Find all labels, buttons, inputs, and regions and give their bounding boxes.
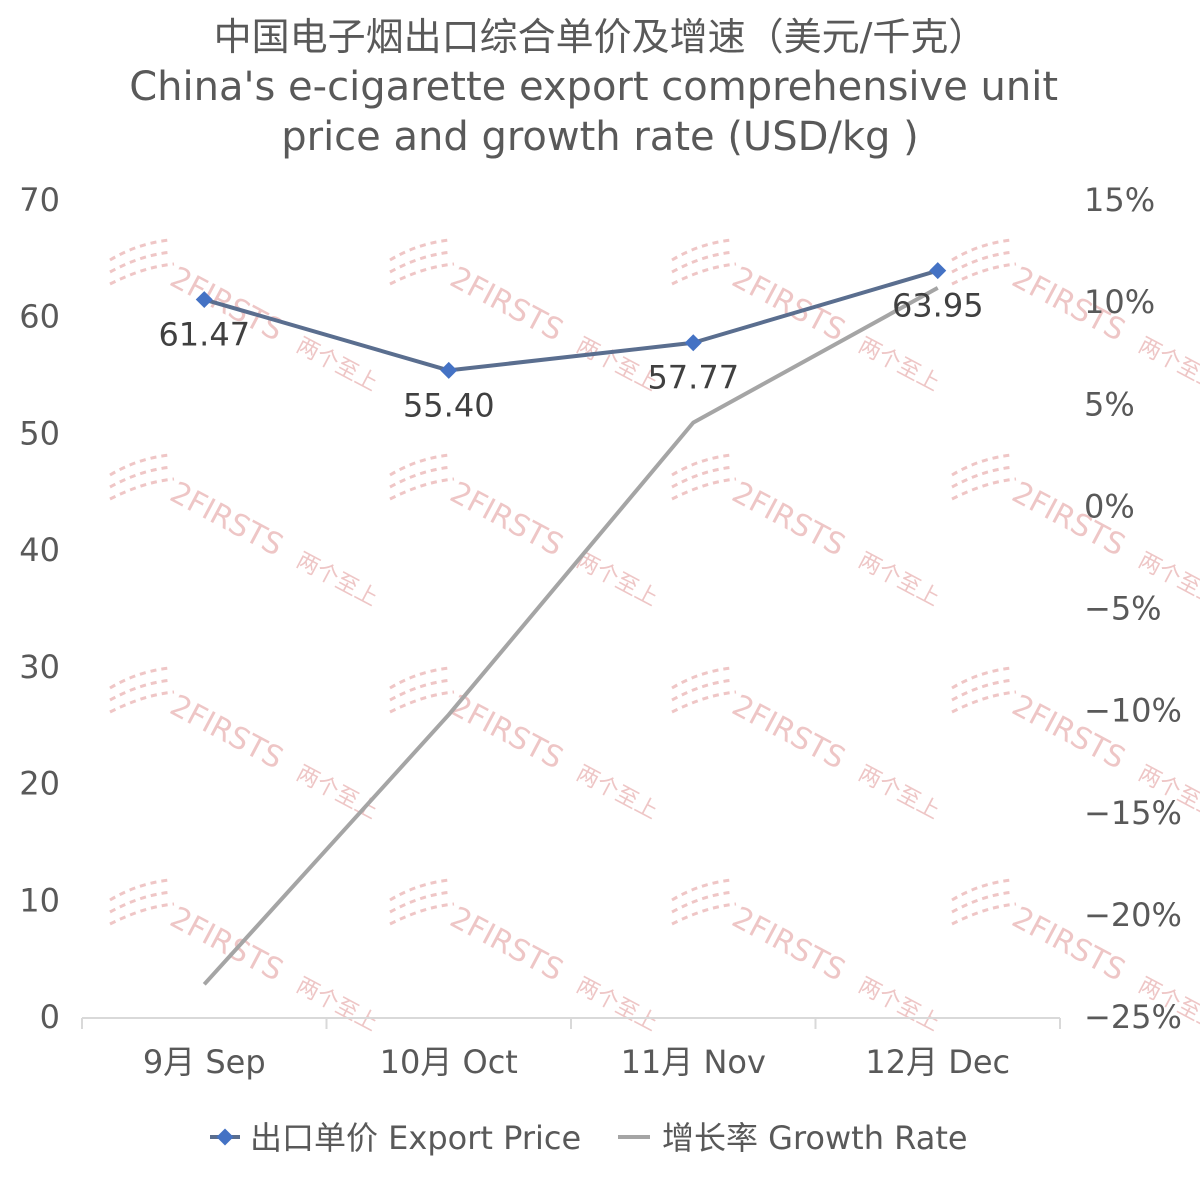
- series-line-growth-rate: [202, 286, 939, 986]
- y-right-tick-label: 10%: [1084, 283, 1155, 321]
- watermark-subtext: 两个至上: [572, 548, 661, 611]
- y-left-tick-label: 70: [19, 181, 60, 219]
- x-tick-label: 10月 Oct: [380, 1043, 518, 1081]
- y-left-tick-label: 60: [19, 298, 60, 336]
- y-left-tick-label: 50: [19, 414, 60, 452]
- watermark-logo-icon: [388, 238, 456, 286]
- watermark-logo-icon: [950, 878, 1018, 926]
- watermark-logo-icon: [670, 238, 738, 286]
- watermark-subtext: 两个至上: [292, 761, 381, 824]
- watermark-subtext: 两个至上: [1134, 333, 1200, 396]
- chart-subtitle: China's e-cigarette export comprehensive…: [129, 64, 1071, 160]
- y-axis-right: −25% −20% −15% −10% −5% 0% 5% 10% 15%: [1084, 181, 1182, 1036]
- watermark-text: 2FIRSTS: [444, 260, 569, 348]
- watermark-logo-icon: [108, 666, 176, 714]
- legend-label-export-price: 出口单价 Export Price: [250, 1119, 581, 1157]
- watermark-subtext: 两个至上: [292, 973, 381, 1036]
- watermark-text: 2FIRSTS: [444, 688, 569, 776]
- x-tick-label: 9月 Sep: [143, 1043, 266, 1081]
- y-right-tick-label: −10%: [1084, 692, 1182, 730]
- watermark-text: 2FIRSTS: [444, 900, 569, 988]
- watermark-logo-icon: [108, 238, 176, 286]
- watermark-logo-icon: [670, 666, 738, 714]
- data-point-export-price: [440, 361, 458, 379]
- y-axis-left: 0 10 20 30 40 50 60 70: [19, 181, 60, 1036]
- data-point-export-price: [929, 262, 947, 280]
- watermark-logo-icon: [388, 666, 456, 714]
- watermark-text: 2FIRSTS: [726, 475, 851, 563]
- y-right-tick-label: 0%: [1084, 487, 1135, 525]
- watermark-logo-icon: [388, 453, 456, 501]
- watermark-text: 2FIRSTS: [164, 475, 289, 563]
- legend-label-growth-rate: 增长率 Growth Rate: [662, 1119, 968, 1157]
- legend-item-export-price: 出口单价 Export Price: [210, 1119, 581, 1157]
- watermark-text: 2FIRSTS: [444, 475, 569, 563]
- watermark-text: 2FIRSTS: [726, 260, 851, 348]
- y-right-tick-label: 5%: [1084, 385, 1135, 423]
- y-right-tick-label: −20%: [1084, 896, 1182, 934]
- data-point-export-price: [195, 291, 213, 309]
- series-layer: 61.47 55.40 57.77 63.95: [158, 262, 984, 986]
- y-right-tick-label: −15%: [1084, 794, 1182, 832]
- data-label-export-price: 55.40: [403, 386, 495, 424]
- watermark-logo-icon: [950, 666, 1018, 714]
- watermark-subtext: 两个至上: [854, 761, 943, 824]
- watermark-text: 2FIRSTS: [164, 688, 289, 776]
- data-label-export-price: 57.77: [647, 359, 739, 397]
- watermark-logo-icon: [950, 238, 1018, 286]
- y-left-tick-label: 10: [19, 881, 60, 919]
- watermark-subtext: 两个至上: [572, 761, 661, 824]
- y-left-tick-label: 30: [19, 648, 60, 686]
- x-tick-label: 11月 Nov: [621, 1043, 766, 1081]
- watermark-subtext: 两个至上: [854, 548, 943, 611]
- data-point-export-price: [684, 334, 702, 352]
- watermark-logo-icon: [950, 453, 1018, 501]
- x-axis: 9月 Sep 10月 Oct 11月 Nov 12月 Dec: [81, 1017, 1061, 1081]
- watermark-subtext: 两个至上: [854, 973, 943, 1036]
- watermark-subtext: 两个至上: [854, 333, 943, 396]
- series-line-export-price: [203, 268, 939, 373]
- data-label-export-price: 61.47: [158, 316, 250, 354]
- watermark-logo-icon: [670, 878, 738, 926]
- y-left-tick-label: 20: [19, 765, 60, 803]
- watermark-text: 2FIRSTS: [726, 688, 851, 776]
- watermark-subtext: 两个至上: [572, 973, 661, 1036]
- watermark-logo-icon: [108, 453, 176, 501]
- watermark-logo-icon: [108, 878, 176, 926]
- legend-marker-export-price: [216, 1128, 234, 1146]
- legend-item-growth-rate: 增长率 Growth Rate: [618, 1119, 968, 1157]
- watermark-subtext: 两个至上: [292, 333, 381, 396]
- y-right-tick-label: −25%: [1084, 998, 1182, 1036]
- legend: 出口单价 Export Price 增长率 Growth Rate: [210, 1119, 968, 1157]
- x-tick-label: 12月 Dec: [865, 1043, 1010, 1081]
- watermark-logo-icon: [388, 878, 456, 926]
- watermark-subtext: 两个至上: [292, 548, 381, 611]
- y-left-tick-label: 0: [40, 998, 60, 1036]
- watermark-text: 2FIRSTS: [726, 900, 851, 988]
- y-right-tick-label: 15%: [1084, 181, 1155, 219]
- data-label-export-price: 63.95: [892, 287, 984, 325]
- y-left-tick-label: 40: [19, 531, 60, 569]
- watermark-logo-icon: [670, 453, 738, 501]
- y-right-tick-label: −5%: [1084, 590, 1162, 628]
- chart-title: 中国电子烟出口综合单价及增速（美元/千克）: [214, 15, 987, 59]
